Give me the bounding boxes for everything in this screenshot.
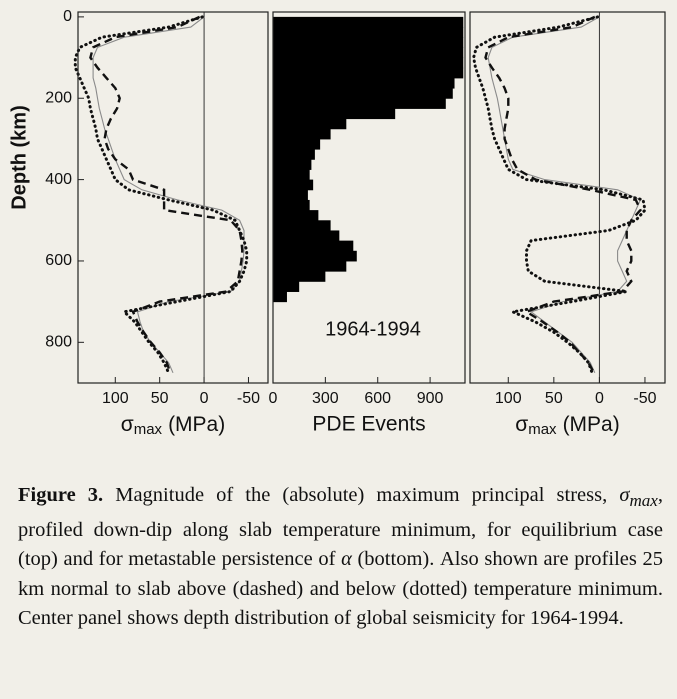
- histogram-bar: [273, 199, 310, 211]
- x-tick-label: -50: [633, 390, 656, 407]
- y-tick-label: 0: [63, 8, 72, 25]
- x-tick-label: 100: [495, 390, 522, 407]
- subscript: max: [629, 491, 658, 511]
- histogram-bar: [273, 77, 455, 89]
- histogram-bar: [273, 118, 347, 130]
- unit: (MPa): [563, 413, 620, 436]
- caption-symbol: σmax: [619, 484, 658, 510]
- panel-frame: [77, 11, 269, 384]
- x-tick-label: 900: [417, 390, 444, 407]
- y-tick-label: 600: [45, 252, 72, 269]
- histogram-bar: [273, 179, 314, 191]
- histogram-bar: [273, 250, 357, 262]
- x-tick-label: 50: [151, 390, 169, 407]
- histogram-bar: [273, 210, 319, 221]
- histogram-bar: [273, 240, 354, 252]
- histogram-bar: [273, 220, 331, 231]
- histogram-bar: [273, 108, 396, 120]
- subscript: max: [528, 421, 557, 438]
- x-tick-label: 300: [312, 390, 339, 407]
- histogram-bar: [273, 128, 331, 140]
- histogram-bar: [273, 291, 287, 303]
- x-tick-label: 100: [102, 390, 129, 407]
- histogram-bar: [273, 88, 453, 99]
- x-tick-label: 50: [545, 390, 563, 407]
- histogram-bar: [273, 149, 315, 160]
- caption-text: , profiled down-dip along slab temperatu…: [18, 484, 664, 571]
- histogram-bar: [273, 138, 321, 150]
- caption-label: Figure 3.: [18, 484, 104, 506]
- unit: (MPa): [168, 413, 225, 436]
- y-tick-label: 400: [45, 171, 72, 188]
- histogram-bar: [273, 230, 340, 242]
- x-axis-label: PDE Events: [312, 413, 425, 436]
- panel-frame: [272, 11, 466, 384]
- histogram-bar: [273, 98, 446, 109]
- profile-line: [487, 16, 642, 374]
- histogram-bar: [273, 159, 312, 170]
- x-axis-label: σmax (MPa): [121, 413, 225, 438]
- histogram-bar: [273, 189, 308, 201]
- profile-line: [484, 15, 642, 374]
- histogram-bar: [273, 27, 464, 38]
- symbol: σ: [121, 413, 134, 436]
- caption-text: (bottom). Also shown are profiles 25 km …: [18, 548, 664, 630]
- histogram-bar: [273, 260, 347, 272]
- x-tick-label: 0: [595, 390, 604, 407]
- histogram-bar: [273, 281, 300, 292]
- profile-line: [89, 15, 244, 374]
- x-tick-label: 0: [200, 390, 209, 407]
- y-tick-label: 800: [45, 334, 72, 351]
- histogram-bar: [273, 67, 464, 79]
- symbol: σ: [515, 413, 528, 436]
- subscript: max: [134, 421, 163, 438]
- histogram-bar: [273, 37, 464, 48]
- profile-line: [73, 15, 249, 375]
- caption-text: Magnitude of the (absolute) maximum prin…: [115, 484, 608, 506]
- x-tick-label: -50: [237, 390, 260, 407]
- x-tick-label: 0: [269, 390, 278, 407]
- annotation: 1964-1994: [325, 318, 421, 340]
- histogram-bar: [273, 16, 464, 28]
- symbol: σ: [619, 484, 630, 506]
- caption-alpha: α: [341, 548, 352, 571]
- panel-frame: [469, 11, 666, 384]
- histogram-bar: [273, 47, 464, 59]
- y-axis-label: Depth (km): [8, 105, 30, 209]
- x-tick-label: 600: [364, 390, 391, 407]
- histogram-bar: [273, 271, 326, 282]
- histogram-bar: [273, 169, 310, 181]
- histogram-bar: [273, 57, 464, 69]
- y-tick-label: 200: [45, 89, 72, 106]
- profile-line: [472, 15, 647, 375]
- profile-line: [92, 16, 245, 374]
- caption: Figure 3. Magnitude of the (absolute) ma…: [18, 481, 663, 634]
- x-axis-label: σmax (MPa): [515, 413, 619, 438]
